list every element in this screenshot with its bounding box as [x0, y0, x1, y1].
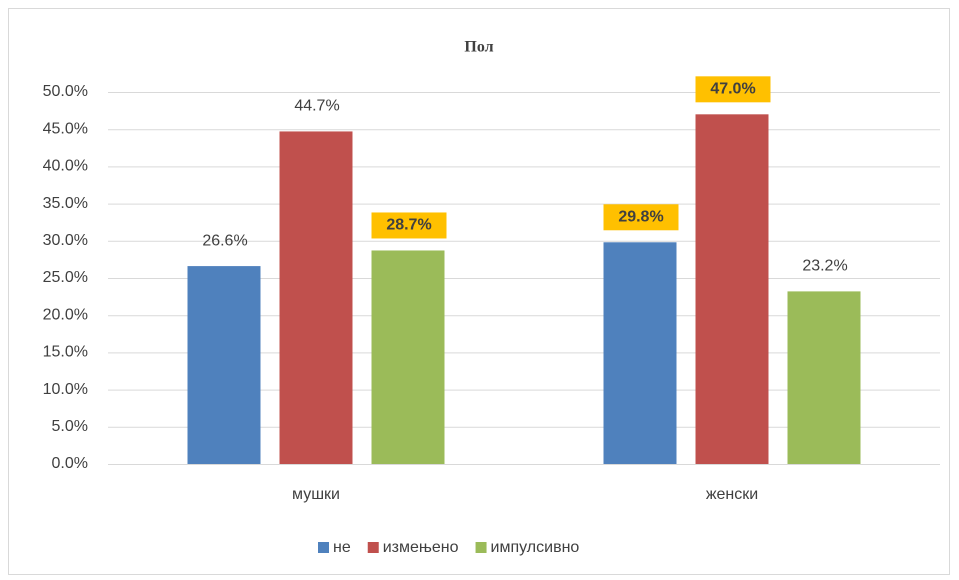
- y-tick-label: 0.0%: [52, 455, 88, 472]
- legend-swatch: [367, 542, 379, 553]
- value-label: 29.8%: [618, 209, 663, 226]
- legend-swatch: [318, 542, 329, 553]
- x-tick-label: женски: [706, 486, 758, 503]
- y-tick-label: 50.0%: [43, 83, 88, 100]
- legend-label: измењено: [383, 539, 459, 556]
- bar: [371, 250, 445, 464]
- bar: [279, 131, 353, 464]
- y-tick-label: 45.0%: [43, 120, 88, 137]
- legend-label: импулсивно: [491, 539, 580, 556]
- value-label: 23.2%: [802, 258, 847, 275]
- value-label: 28.7%: [386, 217, 431, 234]
- legend-swatch: [475, 542, 487, 553]
- y-tick-label: 10.0%: [43, 381, 88, 398]
- y-tick-label: 30.0%: [43, 232, 88, 249]
- y-tick-label: 35.0%: [43, 195, 88, 212]
- bar: [603, 242, 677, 464]
- x-tick-label: мушки: [292, 486, 340, 503]
- value-label: 26.6%: [202, 232, 247, 249]
- chart-title: Пол: [464, 39, 493, 56]
- value-label: 44.7%: [294, 98, 339, 115]
- y-tick-label: 40.0%: [43, 158, 88, 175]
- y-tick-label: 5.0%: [52, 418, 88, 435]
- bar: [695, 114, 769, 464]
- bar: [187, 266, 261, 464]
- bar: [787, 291, 861, 464]
- y-tick-label: 20.0%: [43, 306, 88, 323]
- value-label-highlight: [695, 76, 771, 103]
- y-tick-label: 25.0%: [43, 269, 88, 286]
- value-label-highlight: [371, 212, 447, 239]
- value-label: 47.0%: [710, 81, 755, 98]
- y-tick-label: 15.0%: [43, 344, 88, 361]
- legend-label: не: [333, 539, 351, 556]
- value-label-highlight: [603, 204, 679, 231]
